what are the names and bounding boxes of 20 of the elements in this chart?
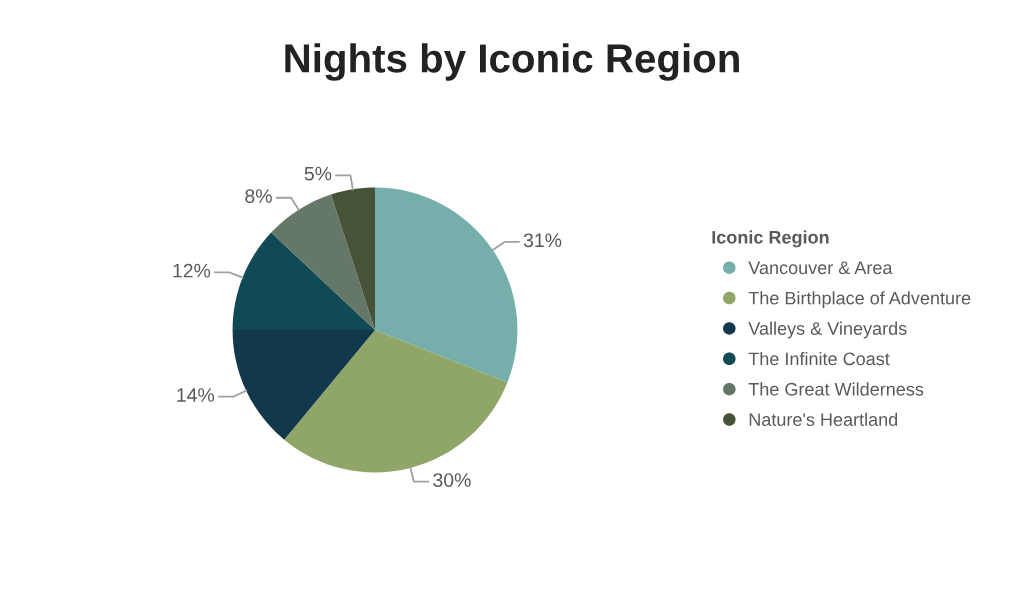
legend-label: The Birthplace of Adventure — [748, 291, 971, 309]
legend-label: Vancouver & Area — [748, 261, 893, 275]
pie-slice — [375, 187, 518, 383]
legend-label: The Infinite Coast — [748, 352, 890, 366]
pie-slice — [271, 194, 375, 330]
pie-slice — [284, 330, 508, 473]
data-label: 5% — [304, 166, 332, 181]
legend-label: The Great Wilderness — [748, 382, 924, 396]
data-label: 31% — [523, 233, 562, 248]
legend-label: Nature's Heartland — [749, 412, 898, 426]
legend-label: Valleys & Vineyards — [748, 321, 907, 339]
pie-slice — [232, 330, 375, 440]
data-label: 30% — [433, 473, 471, 487]
data-label: 8% — [245, 189, 272, 203]
pie-slice — [331, 187, 375, 330]
legend-title: Iconic Region — [712, 230, 829, 248]
pie-slice — [232, 232, 375, 330]
data-label: 14% — [177, 388, 215, 402]
data-label: 12% — [173, 263, 211, 278]
chart-title: Nights by Iconic Region — [285, 43, 739, 81]
